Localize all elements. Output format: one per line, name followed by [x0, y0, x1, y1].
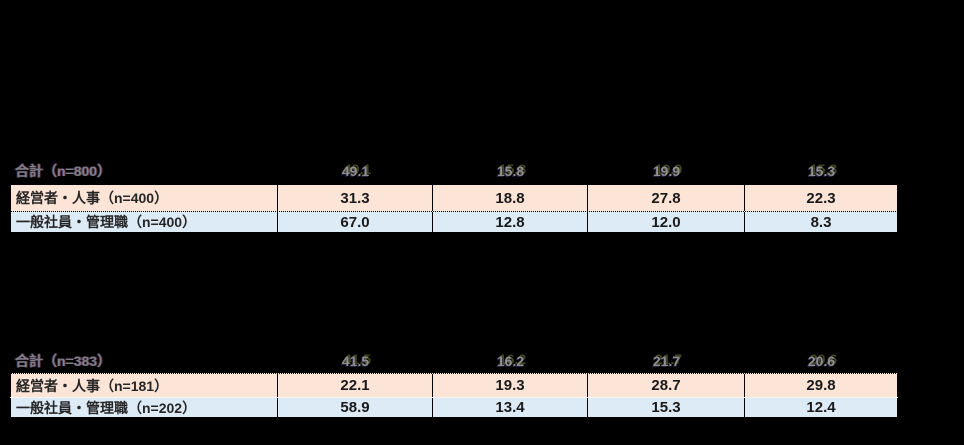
table1-total-label: 合計（n=800）	[15, 162, 112, 179]
table2-total-row: 合計（n=383） 41.5 16.2 21.7 20.6	[10, 348, 898, 373]
table1-row1-value-2: 18.8	[433, 185, 588, 211]
table1-total-value-3: 19.9	[652, 162, 681, 179]
table2-row1-value-4: 29.8	[745, 374, 898, 397]
table2-row2-value-2: 13.4	[433, 398, 588, 417]
table2-total-value-4: 20.6	[807, 352, 836, 369]
table2-row-keieisha: 経営者・人事（n=181） 22.1 19.3 28.7 29.8	[10, 373, 898, 397]
table1-total-row: 合計（n=800） 49.1 15.8 19.9 15.3	[10, 157, 898, 184]
survey-table-1: 合計（n=800） 49.1 15.8 19.9 15.3 経営者・人事（n=4…	[10, 157, 898, 233]
table2-total-value-2: 16.2	[496, 352, 525, 369]
survey-table-2: 合計（n=383） 41.5 16.2 21.7 20.6 経営者・人事（n=1…	[10, 348, 898, 418]
table1-row2-value-3: 12.0	[588, 212, 745, 232]
table1-row2-value-2: 12.8	[433, 212, 588, 232]
table2-row2-value-1: 58.9	[278, 398, 433, 417]
table1-total-value-2: 15.8	[496, 162, 525, 179]
table1-row1-value-3: 27.8	[588, 185, 745, 211]
table1-total-value-4: 15.3	[807, 162, 836, 179]
table1-row1-value-1: 31.3	[278, 185, 433, 211]
table2-total-value-3: 21.7	[652, 352, 681, 369]
table2-row2-label: 一般社員・管理職（n=202）	[10, 398, 278, 417]
table2-row1-value-2: 19.3	[433, 374, 588, 397]
table1-total-value-1: 49.1	[341, 162, 370, 179]
table1-row2-value-4: 8.3	[745, 212, 898, 232]
table2-row1-label: 経営者・人事（n=181）	[10, 374, 278, 397]
table2-row2-value-4: 12.4	[745, 398, 898, 417]
table2-row1-value-1: 22.1	[278, 374, 433, 397]
table1-row1-label: 経営者・人事（n=400）	[10, 185, 278, 211]
table2-row1-value-3: 28.7	[588, 374, 745, 397]
table2-total-label: 合計（n=383）	[15, 352, 112, 369]
table1-row-keieisha: 経営者・人事（n=400） 31.3 18.8 27.8 22.3	[10, 184, 898, 211]
table2-total-value-1: 41.5	[341, 352, 370, 369]
table1-row2-value-1: 67.0	[278, 212, 433, 232]
table1-row2-label: 一般社員・管理職（n=400）	[10, 212, 278, 232]
table1-row1-value-4: 22.3	[745, 185, 898, 211]
table2-row-ippanshain: 一般社員・管理職（n=202） 58.9 13.4 15.3 12.4	[10, 397, 898, 418]
table2-row2-value-3: 15.3	[588, 398, 745, 417]
table1-row-ippanshain: 一般社員・管理職（n=400） 67.0 12.8 12.0 8.3	[10, 211, 898, 233]
